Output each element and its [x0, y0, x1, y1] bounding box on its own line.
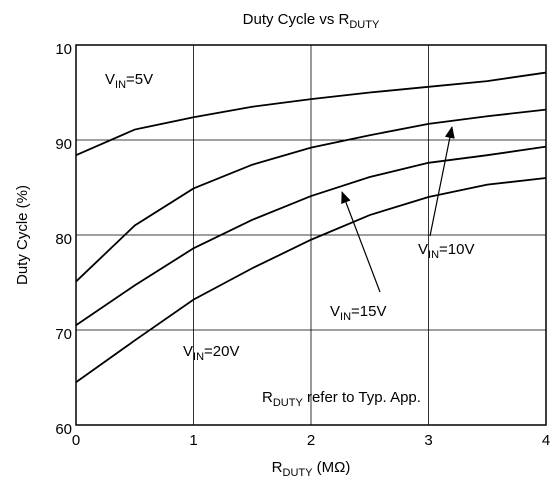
x-tick-label: 1: [189, 432, 197, 449]
subscript: DUTY: [349, 19, 380, 31]
arrow: [429, 126, 455, 237]
chart-title: Duty Cycle vs RDUTY: [243, 11, 380, 31]
text-run: V: [105, 71, 115, 88]
subscript: DUTY: [273, 397, 304, 409]
line: [75, 71, 547, 157]
text-run: R: [272, 459, 283, 476]
x-tick-label: 0: [72, 432, 80, 449]
line: [75, 145, 547, 326]
y-tick-label: 60: [55, 421, 72, 438]
x-axis-label: RDUTY (MΩ): [272, 459, 351, 479]
line: [75, 108, 547, 283]
text-run: refer to Typ. App.: [303, 389, 421, 406]
text-run: R: [262, 389, 273, 406]
annotation: RDUTY refer to Typ. App.: [262, 389, 421, 409]
text-run: Duty Cycle vs R: [243, 11, 350, 28]
text-run: V: [183, 343, 193, 360]
text-run: (MΩ): [312, 459, 350, 476]
series-label: VIN=15V: [330, 303, 386, 323]
x-tick-label: 4: [542, 432, 550, 449]
line: [75, 177, 547, 383]
plot-frame: [75, 44, 547, 426]
subscript: IN: [193, 351, 204, 363]
text-run: =15V: [351, 303, 386, 320]
text-run: =5V: [126, 71, 153, 88]
text-run: V: [418, 241, 428, 258]
y-tick-label: 10: [55, 41, 72, 58]
y-axis-label: Duty Cycle (%): [14, 185, 31, 285]
x-tick-label: 2: [307, 432, 315, 449]
series-label: VIN=20V: [183, 343, 239, 363]
text-run: =20V: [204, 343, 239, 360]
y-tick-label: 80: [55, 231, 72, 248]
y-tick-label: 90: [55, 136, 72, 153]
subscript: DUTY: [283, 467, 314, 479]
arrow: [341, 191, 381, 293]
series-label: VIN=10V: [418, 241, 474, 261]
subscript: IN: [428, 249, 439, 261]
text-run: Duty Cycle (%): [14, 185, 31, 285]
text-run: V: [330, 303, 340, 320]
text-run: =10V: [439, 241, 474, 258]
subscript: IN: [340, 311, 351, 323]
y-tick-label: 70: [55, 326, 72, 343]
series-label: VIN=5V: [105, 71, 153, 91]
x-tick-label: 3: [424, 432, 432, 449]
subscript: IN: [115, 79, 126, 91]
